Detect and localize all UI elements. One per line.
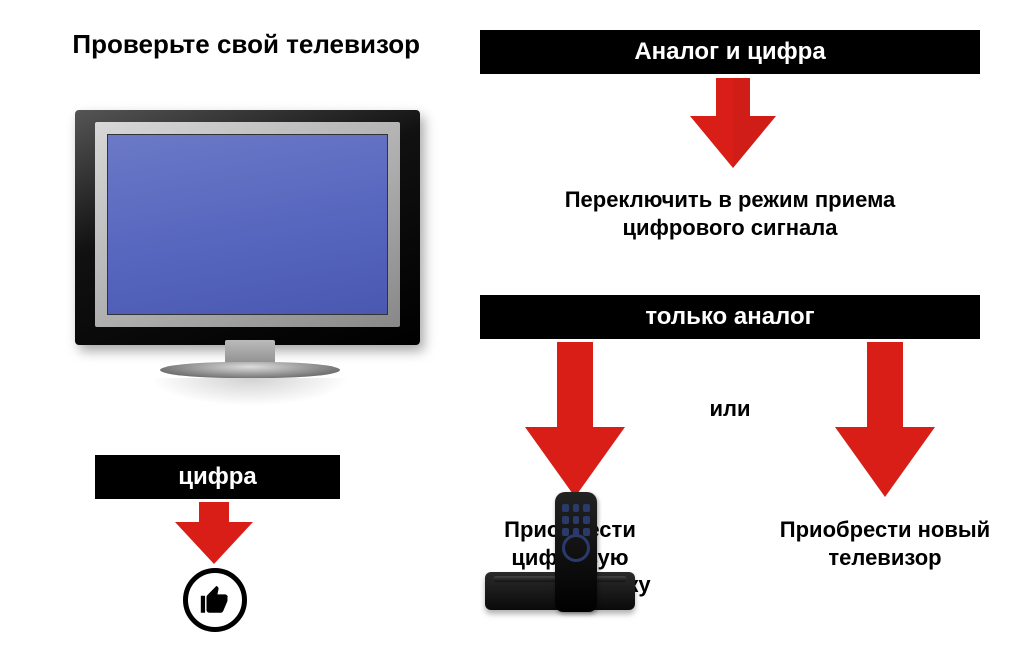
remote-icon [555, 492, 597, 612]
tv-illustration [55, 100, 435, 410]
thumbs-up-icon [183, 568, 247, 632]
banner-analog-digital: Аналог и цифра [480, 30, 980, 74]
banner-digital: цифра [95, 455, 340, 499]
page-title: Проверьте свой телевизор [70, 30, 420, 60]
arrow-down-icon [690, 78, 776, 168]
tv-screen [107, 134, 388, 315]
arrow-down-icon [835, 342, 935, 497]
banner-only-analog: только аналог [480, 295, 980, 339]
step-switch-mode: Переключить в режим приема цифрового сиг… [540, 186, 920, 241]
arrow-down-icon [525, 342, 625, 497]
step-buy-tv: Приобрести новый телевизор [760, 516, 1010, 571]
or-label: или [700, 395, 760, 423]
settop-box-illustration [460, 478, 690, 618]
arrow-down-icon [175, 502, 253, 564]
